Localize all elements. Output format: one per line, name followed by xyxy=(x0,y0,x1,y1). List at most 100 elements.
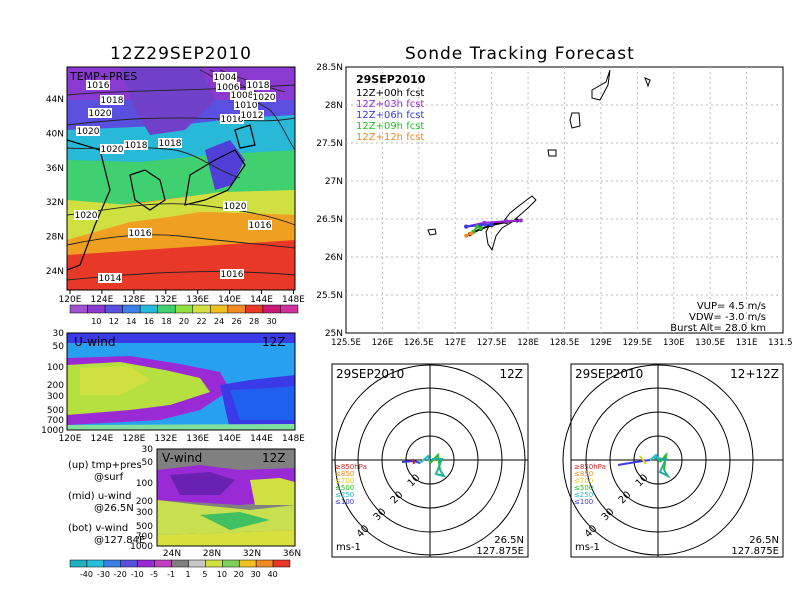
u-pressure-label: 200 xyxy=(47,381,64,391)
hodo-right-date: 29SEP2010 xyxy=(575,367,643,381)
wind-colorbar-swatch xyxy=(120,559,138,568)
isobar-label: 1018 xyxy=(125,141,148,151)
wind-colorbar-swatch xyxy=(238,559,257,568)
hodo-level-label: ≥850hPa xyxy=(574,463,606,471)
track-grid xyxy=(346,67,783,333)
note-up: (up) tmp+pres xyxy=(68,460,142,471)
wind-colorbar-swatch xyxy=(154,559,172,568)
map-lon-label: 148E xyxy=(282,295,305,305)
wind-colorbar-swatch xyxy=(188,559,206,568)
isobar-label: 1010 xyxy=(235,101,258,111)
island-kyushu-south xyxy=(591,69,611,101)
hodo-level-label: ≤500 xyxy=(335,484,354,492)
map-lat-label: 44N xyxy=(46,95,64,105)
v-lat-label: 28N xyxy=(203,549,221,559)
hodo-right-level-legend: ≥850hPa≤850≤700≤500≤250≤100 xyxy=(574,463,606,506)
track-legend-item: 12Z+06h fcst xyxy=(356,110,424,121)
temp-colorbar-label: 14 xyxy=(126,317,136,326)
isobar-label-bg xyxy=(158,138,182,148)
isobar-label-bg xyxy=(76,126,100,136)
track-series-point xyxy=(478,226,483,231)
track-lat-label: 26.5N xyxy=(316,215,343,225)
isobar-label-bg xyxy=(248,220,272,230)
temp-colorbar-swatch xyxy=(192,304,211,314)
track-series-point xyxy=(504,219,509,224)
map-lon-label: 140E xyxy=(218,295,241,305)
hodo-left-unit: ms-1 xyxy=(336,542,361,553)
track-series-point xyxy=(478,223,483,228)
island-west xyxy=(427,228,437,236)
isobar-label-bg xyxy=(74,210,98,220)
temp-colorbar-swatch xyxy=(280,304,299,314)
track-vup: VUP= 4.5 m/s xyxy=(697,301,766,312)
temp-colorbar-swatch xyxy=(87,304,106,314)
track-lon-label: 131E xyxy=(736,338,758,348)
wind-colorbar-label: 40 xyxy=(268,570,278,579)
hodo-left-level-legend: ≥850hPa≤850≤700≤500≤250≤100 xyxy=(335,463,367,506)
isobar-label-bg xyxy=(100,144,124,154)
v-pressure-label: 700 xyxy=(136,532,153,542)
isobar-label: 1016 xyxy=(129,229,152,239)
island-small xyxy=(547,149,557,157)
map-lon-label: 120E xyxy=(59,295,82,305)
u-wind-frame xyxy=(66,332,296,431)
temp-colorbar-swatch xyxy=(262,304,281,314)
right-title: Sonde Tracking Forecast xyxy=(405,44,635,64)
track-series-point xyxy=(518,218,523,223)
map-lon-label: 136E xyxy=(186,295,209,305)
track-lon-label: 127E xyxy=(444,338,466,348)
isobar-label-bg xyxy=(124,140,148,150)
wind-colorbar-label: 5 xyxy=(202,570,207,579)
wind-colorbar-swatch xyxy=(137,559,155,568)
u-pressure-label: 700 xyxy=(47,416,64,426)
map-lat-label: 40N xyxy=(46,129,64,139)
hodo-level-label: ≤500 xyxy=(574,484,593,492)
wind-colorbar-label: 1 xyxy=(185,570,190,579)
isobar-label: 1012 xyxy=(241,111,264,121)
isobar-label: 1016 xyxy=(87,81,110,91)
hodo-left-lat: 26.5N xyxy=(494,535,524,546)
isobar-label-bg xyxy=(88,108,112,118)
isobar-label: 1016 xyxy=(221,115,244,125)
track-lat-label: 25N xyxy=(325,329,343,339)
wind-colorbar-label: -1 xyxy=(167,570,175,579)
hodo-level-label: ≤250 xyxy=(335,491,354,499)
wind-colorbar-swatch xyxy=(171,559,189,568)
temp-colorbar-label: 10 xyxy=(91,317,101,326)
isobar-label-bg xyxy=(100,95,124,105)
hodo-left-date: 29SEP2010 xyxy=(336,367,404,381)
track-lat-label: 28.5N xyxy=(316,63,343,73)
note-mid-sub: @26.5N xyxy=(94,503,134,514)
track-burst: Burst Alt= 28.0 km xyxy=(670,323,766,334)
hodo-right-lon: 127.875E xyxy=(731,546,779,557)
track-legend-item: 12Z+09h fcst xyxy=(356,121,424,132)
temp-colorbar-swatch xyxy=(139,304,158,314)
note-bot: (bot) v-wind xyxy=(68,523,129,534)
isobar-label-bg xyxy=(128,228,152,238)
u-lon-ticks: 120E 124E 128E 132E 136E 140E 144E 148E xyxy=(59,434,306,444)
isobar-label: 1020 xyxy=(75,211,98,221)
v-lat-ticks: 24N 28N 32N 36N xyxy=(163,549,301,559)
u-wind-time: 12Z xyxy=(262,335,286,349)
track-lon-label: 128.5E xyxy=(550,338,580,348)
v-lat-label: 36N xyxy=(283,549,301,559)
track-lon-label: 130E xyxy=(663,338,685,348)
track-lon-label: 125.5E xyxy=(331,338,361,348)
map-lat-label: 36N xyxy=(46,164,64,174)
wind-colorbar-label: -40 xyxy=(80,570,93,579)
hodo-right-unit: ms-1 xyxy=(575,542,600,553)
hodo-level-label: ≤850 xyxy=(574,470,593,478)
hodograph-left xyxy=(331,363,529,558)
island-northeast xyxy=(644,77,651,88)
wind-colorbar-swatch xyxy=(86,559,105,568)
isobar-label: 1018 xyxy=(159,139,182,149)
island-amami xyxy=(569,112,581,129)
v-wind-time: 12Z xyxy=(262,451,286,465)
isobar-label: 1020 xyxy=(101,145,124,155)
track-series-point xyxy=(489,222,494,227)
wind-colorbar-label: -30 xyxy=(97,570,110,579)
track-series-point xyxy=(464,233,469,238)
